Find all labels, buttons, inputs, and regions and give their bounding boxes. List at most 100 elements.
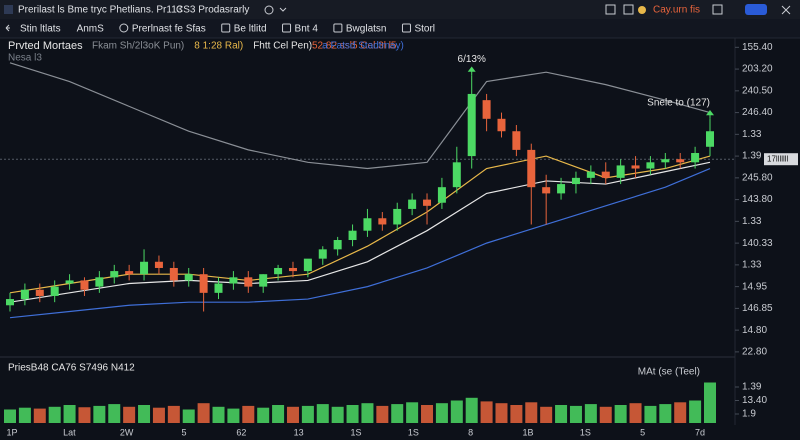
window-title: Prerilast ls Bme tryc Phetlians. Pr113 [18, 5, 183, 16]
toolbar-button[interactable]: Bwglatsn [346, 24, 387, 35]
candle-body [646, 162, 655, 169]
volume-bar [316, 404, 329, 423]
dropdown-icon[interactable] [279, 7, 287, 12]
toolbar-button[interactable]: Bnt 4 [295, 24, 319, 35]
volume-bar [272, 405, 285, 423]
account[interactable]: Cay.urn fis [653, 5, 700, 16]
volume-bar [421, 405, 434, 423]
candle-body [95, 277, 104, 287]
candle-body [348, 230, 357, 241]
volume-bar [689, 400, 702, 423]
volume-bar [197, 403, 210, 423]
volume-bar [361, 403, 374, 423]
candle-body [616, 165, 625, 178]
close-icon[interactable] [781, 5, 791, 15]
toolbar-button[interactable]: Prerlnast fe Sfas [132, 24, 206, 35]
volume-bar [391, 404, 404, 423]
y-tick-label: 146.85 [742, 303, 773, 314]
y-tick-label: 1.39 [742, 151, 762, 162]
x-tick-label: 5 [640, 427, 645, 437]
x-tick-label: 1S [408, 427, 419, 437]
x-tick-label: 1B [522, 427, 533, 437]
volume-bar [138, 405, 151, 423]
candle-body [527, 149, 536, 188]
legend-entry: 8 1:28 Ral) [194, 41, 243, 52]
toolbar-icon[interactable] [119, 23, 129, 33]
volume-bar [63, 405, 76, 423]
icon[interactable] [712, 4, 723, 15]
volume-bar [212, 406, 225, 423]
y2-tick-label: 1.9 [742, 409, 756, 420]
settings-icon[interactable] [264, 5, 274, 15]
icon[interactable] [605, 4, 616, 15]
candle-body [691, 152, 700, 163]
toolbar-button[interactable]: Stin ltlats [20, 24, 61, 35]
candle-body [154, 261, 163, 268]
volume-title: PriesB48 CA76 S7496 N412 [8, 363, 135, 374]
toolbar-button[interactable]: AnmS [77, 24, 105, 35]
volume-bar [495, 403, 508, 423]
volume-bar [182, 409, 195, 423]
volume-bar [78, 407, 91, 423]
x-tick-label: 5 [181, 427, 186, 437]
y-tick-label: 22.80 [742, 347, 767, 358]
legend-entry: Fkam Sh/2l3oK Pun) [92, 41, 184, 52]
toolbar-button[interactable]: Storl [414, 24, 435, 35]
toolbar-icon[interactable] [333, 23, 343, 33]
volume-bar [48, 406, 61, 423]
candle-body [542, 187, 551, 194]
toolbar-icon[interactable] [401, 23, 411, 33]
y2-tick-label: 1.39 [742, 382, 762, 393]
workspace[interactable]: CS3 Prodasrarly [176, 5, 249, 16]
y-tick-label: 1.33 [742, 216, 762, 227]
candle-body [497, 118, 506, 132]
alert-icon[interactable] [638, 6, 646, 14]
candle-body [259, 274, 268, 287]
candle-body [661, 159, 670, 163]
x-tick-label: 1P [6, 427, 17, 437]
volume-bar [93, 405, 106, 423]
volume-bar [376, 405, 389, 423]
toolbar-icon[interactable] [221, 23, 231, 33]
candle-body [512, 131, 521, 150]
y-tick-label: 203.20 [742, 64, 773, 75]
price-tag [764, 153, 798, 166]
toolbar-icon[interactable] [282, 23, 292, 33]
x-tick-label: Lat [63, 427, 76, 437]
candle-body [423, 199, 432, 206]
candle-body [586, 171, 595, 178]
candle-body [35, 289, 44, 296]
volume-bar [167, 405, 180, 423]
volume-bar [406, 402, 419, 423]
annotation: Snele to (127) [647, 97, 710, 108]
volume-bar [584, 404, 597, 423]
candle-body [6, 299, 14, 306]
volume-bar [152, 407, 165, 423]
volume-bar [4, 409, 16, 423]
user-button[interactable] [745, 4, 767, 15]
x-tick-label: 2W [120, 427, 134, 437]
volume-bar [18, 407, 31, 423]
candle-body [110, 271, 119, 278]
x-tick-label: 8 [468, 427, 473, 437]
icon[interactable] [623, 4, 634, 15]
candle-body [288, 267, 297, 272]
y-tick-label: 240.50 [742, 85, 773, 96]
legend-entry: a Fatsd Stadtmay) [322, 41, 404, 52]
toolbar-button[interactable]: Be ltlitd [234, 24, 267, 35]
volume-bar [599, 406, 612, 423]
volume-bar [629, 403, 642, 423]
volume-bar [227, 408, 240, 423]
ma-line [9, 161, 711, 303]
volume-bar [674, 402, 687, 423]
x-tick-label: 62 [236, 427, 246, 437]
volume-bar [257, 407, 270, 423]
volume-bar [480, 401, 493, 423]
candle-body [50, 286, 59, 296]
volume-bar [286, 406, 299, 423]
legend-entry: Fhtt Cel Pen) [253, 41, 312, 52]
back-icon[interactable] [5, 24, 10, 32]
candle-body [229, 277, 238, 284]
candle-body [482, 100, 491, 119]
